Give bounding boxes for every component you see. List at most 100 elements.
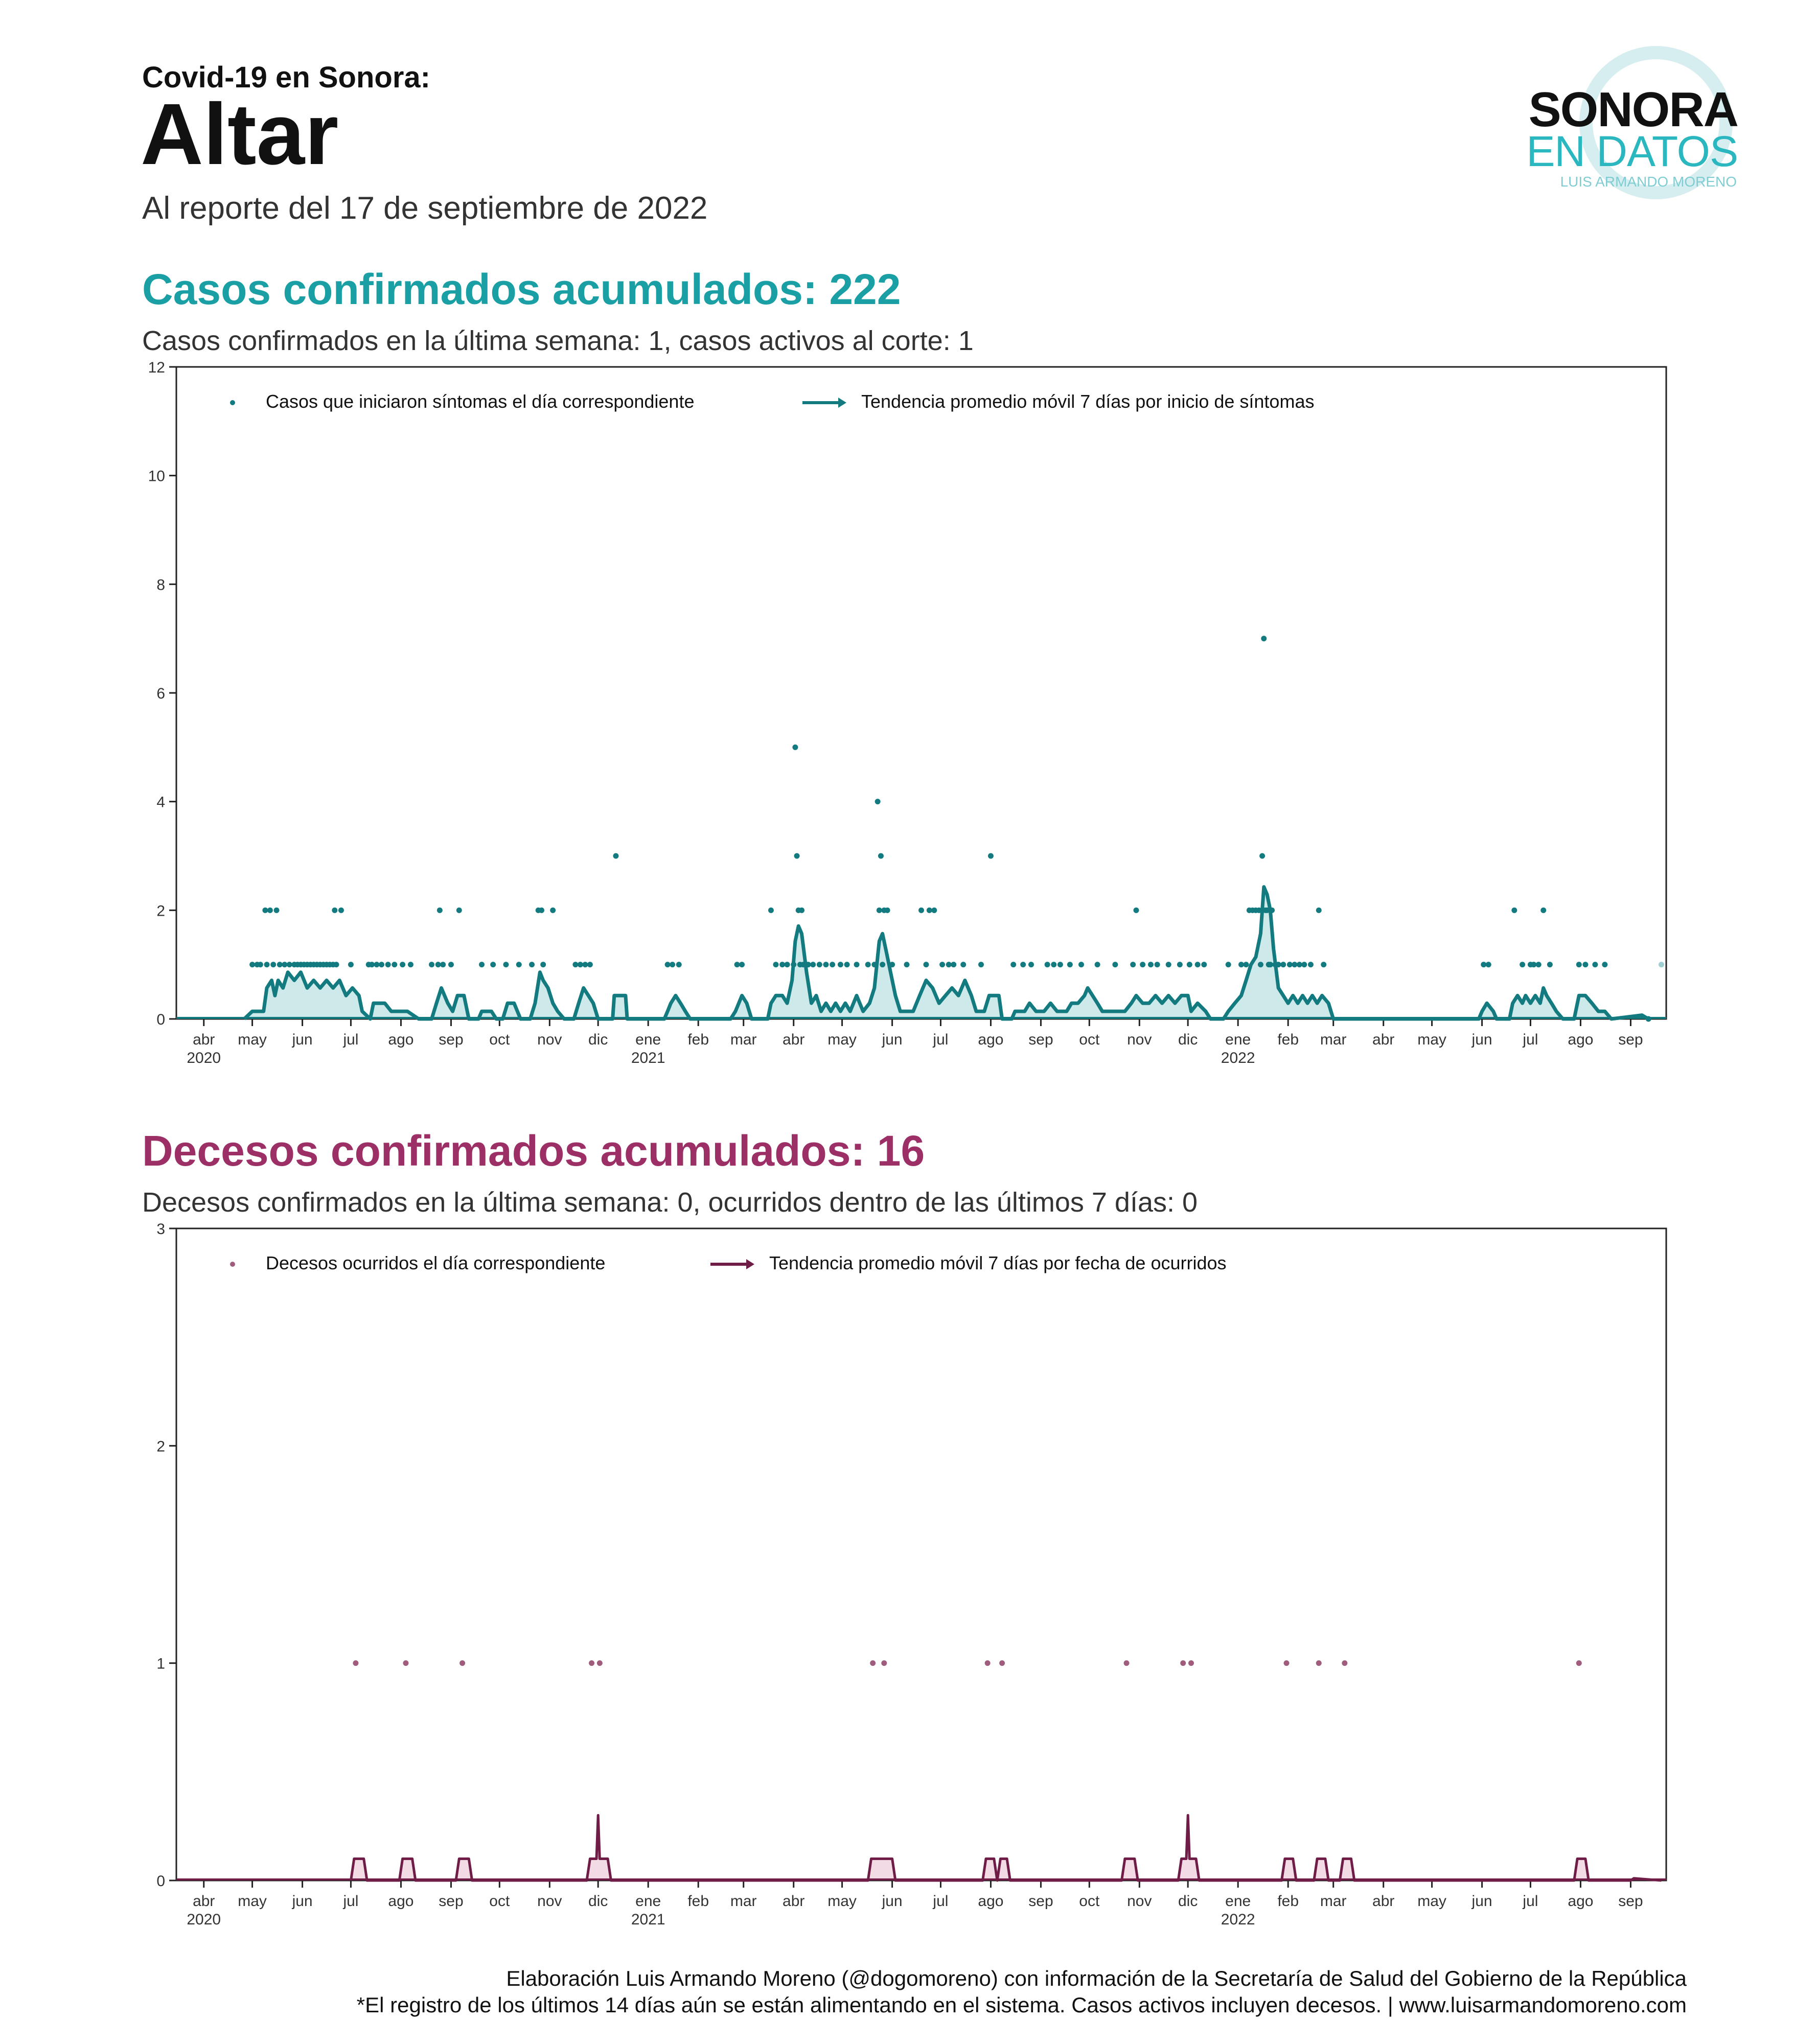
cases-point: [448, 962, 454, 968]
cases-x-tick-label: may: [1417, 1031, 1446, 1048]
deaths-y-tick-label: 0: [156, 1873, 165, 1890]
cases-trend-line: [243, 885, 1649, 1021]
cases-point: [951, 962, 957, 968]
cases-point: [516, 962, 522, 968]
cases-x-tick-label: mar: [730, 1031, 757, 1048]
cases-point: [978, 962, 984, 968]
deaths-x-tick-label: sep: [439, 1893, 463, 1910]
cases-point: [1078, 962, 1084, 968]
cases-x-tick-label: ago: [388, 1031, 413, 1048]
deaths-title: Decesos confirmados acumulados: 16: [142, 1127, 925, 1175]
cases-point: [830, 962, 836, 968]
cases-y-tick-label: 10: [148, 468, 165, 485]
cases-point: [262, 907, 268, 913]
cases-point: [1154, 962, 1160, 968]
deaths-y-tick-label: 3: [156, 1221, 165, 1238]
deaths-x-tick-label: oct: [489, 1893, 510, 1910]
cases-point: [572, 962, 579, 968]
cases-point: [273, 907, 280, 913]
deaths-x-tick-label: sep: [1618, 1893, 1643, 1910]
deaths-x-tick-label: ago: [1568, 1893, 1593, 1910]
cases-y-tick-label: 6: [156, 685, 165, 702]
cases-point: [1044, 962, 1050, 968]
deaths-x-tick-year: 2021: [631, 1911, 665, 1928]
deaths-x-tick-label: abr: [193, 1893, 215, 1910]
cases-point: [1576, 962, 1582, 968]
header-kicker: Covid-19 en Sonora:: [142, 61, 430, 94]
deaths-point: [1123, 1660, 1130, 1666]
cases-point: [884, 907, 890, 913]
cases-point: [1659, 962, 1665, 968]
cases-subtitle: Casos confirmados en la última semana: 1…: [142, 326, 974, 356]
cases-point: [1592, 962, 1598, 968]
deaths-x-tick-label: may: [238, 1893, 267, 1910]
cases-point: [792, 744, 798, 750]
cases-point: [385, 962, 391, 968]
cases-point: [582, 962, 588, 968]
cases-x-tick-year: 2022: [1221, 1050, 1255, 1066]
report-date: Al reporte del 17 de septiembre de 2022: [142, 191, 708, 226]
cases-point: [1051, 962, 1057, 968]
cases-point: [529, 962, 535, 968]
cases-plot-frame: [175, 366, 1667, 1020]
cases-y-tick-label: 4: [156, 794, 165, 811]
cases-x-tick-label: oct: [489, 1031, 510, 1048]
deaths-x-tick-label: mar: [1320, 1893, 1347, 1910]
cases-point: [875, 799, 881, 805]
cases-point: [1256, 907, 1262, 913]
cases-point: [1296, 962, 1302, 968]
cases-point: [823, 962, 829, 968]
cases-point: [1485, 962, 1491, 968]
deaths-x-tick-label: dic: [1178, 1893, 1198, 1910]
cases-x-tick-label: may: [238, 1031, 267, 1048]
cases-point: [768, 907, 774, 913]
deaths-x-tick-label: may: [827, 1893, 857, 1910]
cases-point: [800, 962, 807, 968]
cases-x-tick-label: sep: [1028, 1031, 1053, 1048]
cases-point: [348, 962, 354, 968]
cases-point: [773, 962, 779, 968]
deaths-trend-line: [350, 1814, 1662, 1882]
cases-point: [931, 907, 937, 913]
cases-point: [1645, 1016, 1651, 1022]
cases-point: [1520, 962, 1526, 968]
cases-point: [670, 962, 676, 968]
sonora-en-datos-logo: SONORA EN DATOS LUIS ARMANDO MORENO: [1526, 46, 1768, 210]
cases-point: [1140, 962, 1146, 968]
deaths-point: [1342, 1660, 1348, 1666]
cases-point: [904, 962, 910, 968]
deaths-x-tick-label: feb: [1277, 1893, 1299, 1910]
deaths-x-tick-label: jun: [882, 1893, 903, 1910]
cases-point: [550, 907, 556, 913]
cases-point: [946, 962, 952, 968]
cases-point: [333, 962, 339, 968]
cases-y-tick-label: 12: [148, 359, 165, 376]
cases-legend-label-trend: Tendencia promedio móvil 7 días por inic…: [861, 391, 1314, 412]
deaths-point: [589, 1660, 595, 1666]
cases-y-tick-label: 8: [156, 576, 165, 593]
cases-legend-label-points: Casos que iniciaron síntomas el día corr…: [266, 391, 694, 412]
deaths-x-tick-label: sep: [1028, 1893, 1053, 1910]
deaths-x-tick-label: abr: [1372, 1893, 1394, 1910]
cases-point: [1547, 962, 1553, 968]
deaths-x-tick-year: 2022: [1221, 1911, 1255, 1928]
cases-point: [540, 962, 546, 968]
cases-point: [1238, 962, 1244, 968]
cases-x-tick-label: sep: [1618, 1031, 1643, 1048]
cases-point: [282, 962, 288, 968]
cases-x-tick-label: ago: [1568, 1031, 1593, 1048]
cases-point: [435, 962, 441, 968]
cases-x-tick-label: dic: [588, 1031, 608, 1048]
cases-point: [1301, 962, 1307, 968]
cases-point: [267, 907, 273, 913]
deaths-x-tick-label: abr: [783, 1893, 804, 1910]
cases-point: [379, 962, 385, 968]
cases-point: [1264, 907, 1270, 913]
cases-point: [1165, 962, 1171, 968]
cases-point: [664, 962, 671, 968]
cases-point: [577, 962, 583, 968]
cases-point: [1481, 962, 1487, 968]
cases-point: [1067, 962, 1073, 968]
cases-point: [407, 962, 413, 968]
cases-point: [1020, 962, 1026, 968]
